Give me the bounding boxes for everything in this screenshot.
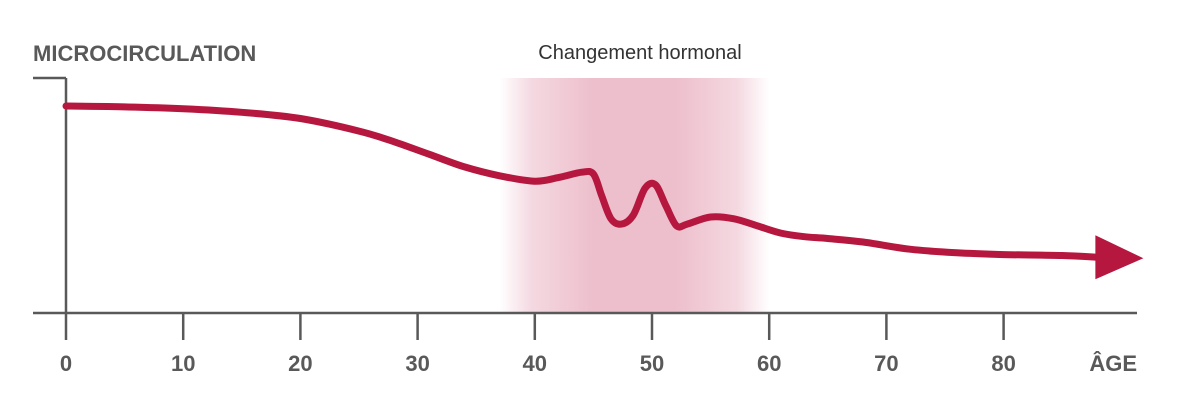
x-tick-label-80: 80 bbox=[991, 351, 1015, 376]
x-axis-label: ÂGE bbox=[1089, 351, 1137, 376]
x-tick-label-10: 10 bbox=[171, 351, 195, 376]
axes bbox=[33, 76, 1137, 315]
x-ticks bbox=[64, 313, 1005, 340]
arrow-head bbox=[1095, 235, 1144, 280]
series-line-microcirculation bbox=[62, 102, 1101, 261]
annotation-label: Changement hormonal bbox=[538, 42, 741, 64]
x-tick-label-70: 70 bbox=[874, 351, 898, 376]
x-tick-label-20: 20 bbox=[288, 351, 312, 376]
hormonal-change-band bbox=[499, 78, 770, 313]
x-tick-label-60: 60 bbox=[757, 351, 781, 376]
x-tick-labels: 0 10 20 30 40 50 60 70 80 bbox=[60, 351, 1016, 376]
x-tick-label-50: 50 bbox=[640, 351, 664, 376]
x-tick-label-0: 0 bbox=[60, 351, 72, 376]
x-tick-label-30: 30 bbox=[405, 351, 429, 376]
y-axis-label: MICROCIRCULATION bbox=[33, 41, 256, 66]
x-tick-label-40: 40 bbox=[523, 351, 547, 376]
